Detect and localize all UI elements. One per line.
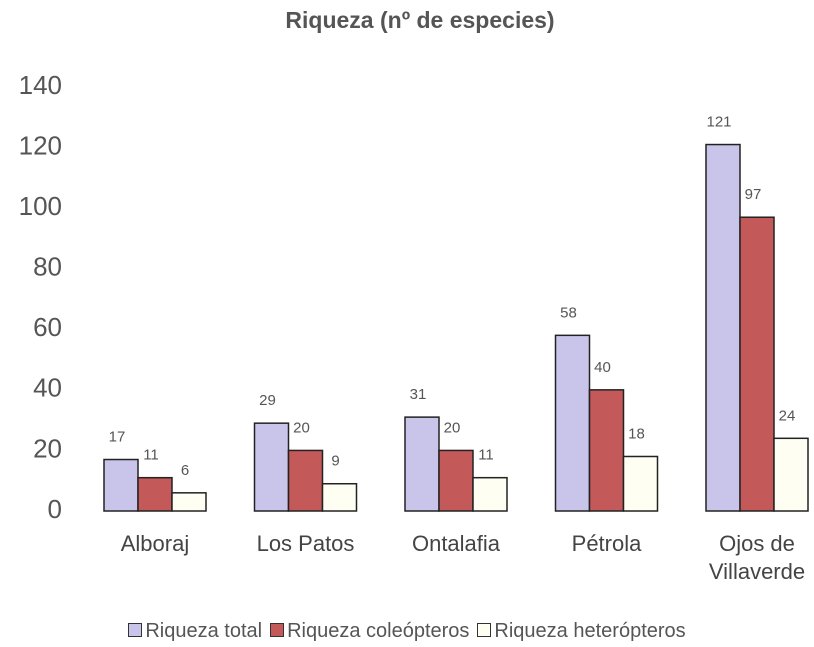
- bar: [554, 334, 591, 512]
- data-label: 58: [560, 304, 577, 321]
- data-label: 6: [181, 462, 189, 479]
- bar: [253, 422, 290, 512]
- data-label: 20: [293, 419, 310, 436]
- y-tick-label: 40: [33, 373, 62, 403]
- bar: [404, 416, 440, 512]
- legend-item: Riqueza total: [128, 620, 262, 643]
- bar: [705, 143, 741, 512]
- data-label: 20: [444, 419, 461, 436]
- data-label: 18: [628, 425, 645, 442]
- bar: [438, 449, 474, 512]
- y-tick-label: 140: [19, 70, 62, 100]
- legend-label: Riqueza total: [145, 620, 263, 642]
- data-label: 31: [410, 386, 427, 403]
- bar: [137, 476, 173, 512]
- y-tick-label: 100: [19, 191, 62, 221]
- data-label: 9: [331, 453, 339, 470]
- data-label: 24: [779, 407, 796, 424]
- y-tick-label: 20: [33, 433, 62, 463]
- data-label: 11: [143, 447, 159, 464]
- data-label: 97: [745, 186, 762, 203]
- x-tick-label: Ojos de Villaverde: [708, 531, 806, 584]
- y-tick-label: 120: [19, 130, 62, 160]
- x-tick-label: Pétrola: [571, 531, 642, 556]
- bar: [287, 449, 324, 512]
- data-label: 121: [706, 114, 731, 131]
- x-tick-label: Los Patos: [256, 531, 355, 556]
- legend-label: Riqueza heterópteros: [494, 620, 686, 642]
- data-label: 11: [478, 447, 494, 464]
- y-tick-label: 80: [33, 252, 62, 282]
- bar: [773, 437, 809, 512]
- data-label: 29: [259, 392, 276, 409]
- chart-title: Riqueza (nº de especies): [285, 7, 554, 33]
- bar: [588, 389, 625, 512]
- bar: [472, 476, 508, 512]
- legend-swatch: [128, 623, 143, 637]
- bar: [171, 492, 207, 512]
- bar: [622, 455, 659, 512]
- x-tick-label: Alboraj: [120, 531, 190, 556]
- legend-swatch: [270, 623, 285, 637]
- legend-label: Riqueza coleópteros: [287, 620, 470, 642]
- data-label: 17: [109, 428, 126, 445]
- x-tick-label: Ontalafia: [411, 531, 501, 556]
- bar: [739, 216, 775, 512]
- legend: Riqueza total Riqueza coleópteros Riqueza …: [0, 620, 814, 643]
- y-tick-label: 0: [48, 494, 62, 524]
- bar: [321, 482, 358, 512]
- legend-item: Riqueza heterópteros: [477, 620, 686, 643]
- bar: [103, 458, 139, 512]
- y-tick-label: 60: [33, 312, 62, 342]
- legend-swatch: [477, 623, 492, 637]
- data-label: 40: [594, 359, 611, 376]
- legend-item: Riqueza coleópteros: [270, 620, 469, 643]
